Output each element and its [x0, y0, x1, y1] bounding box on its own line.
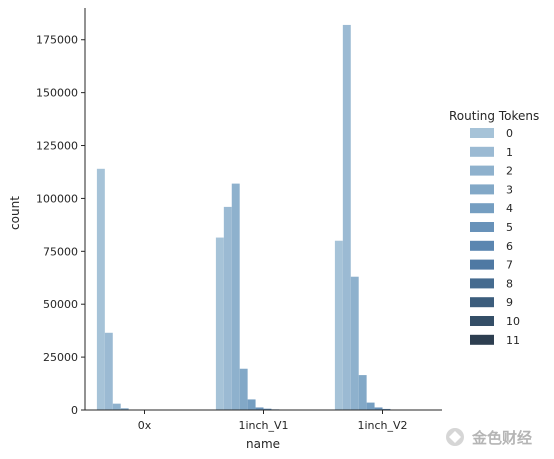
bar — [223, 206, 232, 410]
legend-swatch — [470, 222, 494, 232]
bar — [342, 24, 351, 410]
y-axis-label: count — [8, 196, 22, 230]
bar — [231, 183, 240, 410]
legend-entry-label: 7 — [506, 259, 513, 272]
y-tick-label: 75000 — [43, 245, 78, 258]
x-axis: 0x 1inch_V1 1inch_V2 — [85, 409, 442, 432]
legend-swatch — [470, 165, 494, 176]
bar — [247, 399, 256, 410]
legend-entry-label: 10 — [506, 315, 520, 328]
plot-area — [96, 24, 431, 410]
y-tick-label: 25000 — [43, 351, 78, 364]
bar — [263, 408, 272, 410]
legend-swatch — [470, 316, 494, 326]
legend-swatch — [470, 334, 494, 345]
legend-entry-label: 5 — [506, 221, 513, 234]
x-axis-label: name — [246, 437, 280, 451]
y-tick-label: 125000 — [36, 140, 78, 153]
bar — [104, 332, 113, 410]
legend: Routing Tokens 0 1 2 3 4 5 6 7 8 9 10 11 — [449, 109, 539, 347]
legend-entry-label: 6 — [506, 240, 513, 253]
legend-swatch — [470, 259, 494, 270]
y-tick-label: 50000 — [43, 298, 78, 311]
legend-entry-label: 8 — [506, 277, 513, 290]
bar — [239, 368, 248, 410]
watermark: 金色财经 — [446, 428, 532, 447]
x-tick-label: 1inch_V1 — [238, 419, 288, 432]
legend-swatch — [470, 278, 494, 289]
legend-swatch — [470, 240, 494, 251]
bar — [374, 407, 383, 410]
x-tick-label: 1inch_V2 — [357, 419, 407, 432]
y-tick-label: 175000 — [36, 34, 78, 47]
watermark-text: 金色财经 — [471, 429, 532, 447]
bar — [215, 237, 224, 410]
legend-swatch — [470, 128, 494, 138]
y-tick-label: 100000 — [36, 192, 78, 205]
bar — [255, 407, 264, 410]
bar — [334, 240, 343, 410]
legend-entry-label: 3 — [506, 183, 513, 196]
legend-swatch — [470, 146, 494, 157]
x-tick-label: 0x — [138, 419, 152, 432]
legend-swatch — [470, 184, 494, 195]
bar — [120, 408, 129, 410]
legend-entry-label: 1 — [506, 146, 513, 159]
bar — [358, 375, 367, 410]
legend-swatch — [470, 297, 494, 308]
gold-coin-logo-icon — [446, 428, 464, 446]
legend-entry-label: 11 — [506, 334, 520, 347]
legend-entry-label: 4 — [506, 202, 513, 215]
bar — [112, 403, 121, 410]
legend-entry-label: 0 — [506, 127, 513, 140]
y-tick-label: 150000 — [36, 87, 78, 100]
legend-entry-label: 9 — [506, 296, 513, 309]
legend-swatch — [470, 203, 494, 214]
bar — [96, 168, 105, 410]
bar — [382, 408, 391, 410]
legend-entry-label: 2 — [506, 165, 513, 178]
legend-title: Routing Tokens — [449, 109, 539, 123]
bar — [366, 402, 375, 410]
bar — [350, 276, 359, 410]
y-axis: 0 25000 50000 75000 100000 125000 150000 175000 — [36, 8, 86, 417]
y-tick-label: 0 — [71, 404, 78, 417]
